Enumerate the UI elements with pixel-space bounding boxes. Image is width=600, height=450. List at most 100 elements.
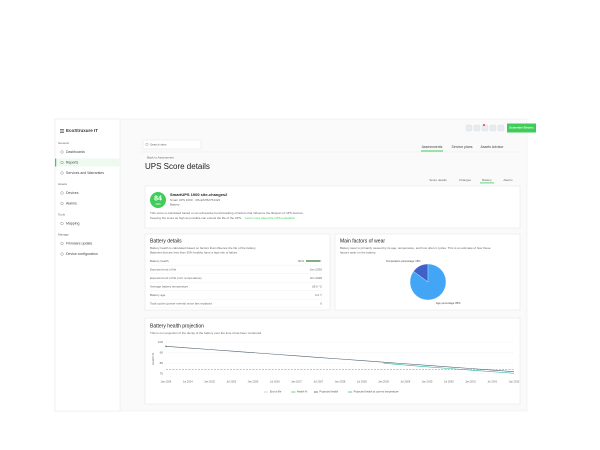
active-bg	[55, 158, 120, 167]
text: Keeping the score as high as possible ca…	[150, 216, 242, 220]
x-tick-label: Jul 2026	[270, 380, 280, 384]
search-placeholder: Search sites	[150, 142, 167, 146]
tab[interactable]: Assessments	[422, 145, 443, 149]
icon[interactable]	[481, 124, 489, 132]
subtab[interactable]: Battery	[482, 178, 492, 182]
card-description: Batteries that are less than 30% healthy…	[150, 250, 238, 254]
x-tick-label: Jan 2029	[378, 380, 389, 384]
section-label: Manage	[58, 232, 69, 236]
nav-icon	[60, 171, 64, 175]
nav-item[interactable]: Mapping	[66, 221, 79, 225]
legend-label[interactable]: End of life	[270, 390, 282, 394]
icon[interactable]	[497, 124, 505, 132]
subtab[interactable]: Alarms	[503, 178, 513, 182]
brand-logo	[507, 123, 536, 133]
score: 84	[154, 195, 162, 202]
nav-item[interactable]: Alarms	[66, 201, 77, 205]
section-label: Tools	[58, 212, 66, 216]
search-icon	[145, 142, 149, 146]
legend-label[interactable]: Health %	[297, 390, 308, 394]
row-value: 90%	[298, 259, 304, 263]
slice-name: Temperature percentage	[386, 259, 415, 263]
row-value: 0.2 Y	[315, 293, 322, 297]
page-title: UPS Score details	[145, 162, 210, 171]
tab[interactable]: Service plans	[451, 145, 472, 149]
back-link[interactable]: Back to Assessment	[147, 155, 174, 159]
search-box[interactable]	[142, 139, 202, 150]
row-value: Jan 2030	[310, 267, 323, 271]
nav-item[interactable]: Firmware update	[66, 241, 92, 245]
sidebar	[54, 118, 121, 412]
subtab[interactable]: Changes	[459, 178, 472, 182]
health-bar	[306, 260, 321, 262]
tab[interactable]: Assets Advisor	[481, 145, 505, 149]
nav-item[interactable]: Reports	[66, 160, 79, 164]
score-card	[144, 185, 521, 229]
device-type: Battery	[170, 202, 180, 206]
slice-value: 85%	[455, 301, 461, 305]
card-description: Battery health is calculated based on fa…	[150, 246, 256, 250]
row-label: Battery age	[150, 293, 166, 297]
row-label: Expected end of life	[150, 267, 177, 271]
row-label: Battery health	[150, 259, 169, 263]
score-max: /100	[155, 202, 161, 206]
card-description: factors wear on the battery.	[340, 250, 376, 254]
card-description: Battery wear is primarily caused by its …	[340, 246, 491, 250]
row-value: 0	[320, 301, 322, 305]
nav-item[interactable]: Device configuration	[66, 252, 98, 256]
y-tick-label: 90	[160, 350, 164, 354]
y-tick-label: 70	[160, 372, 164, 376]
nav-item[interactable]: Dashboards	[66, 150, 85, 154]
pie-label: Temperature percentage15%	[386, 259, 421, 263]
toolbar-icons	[465, 124, 505, 132]
tab-underline	[421, 150, 443, 152]
x-tick-label: Jan 2028	[335, 380, 346, 384]
logo: EcoStruxure IT	[66, 128, 98, 133]
x-tick-label: Jul 2030	[444, 380, 454, 384]
card-title: Main factors of wear	[340, 238, 385, 244]
battery-card	[144, 233, 331, 311]
score-description: This score is calculated based on an exh…	[150, 211, 304, 215]
nav-icon	[60, 191, 64, 195]
row-label: Expected end of life (incl. temperature)	[150, 276, 202, 280]
hamburger[interactable]	[60, 129, 64, 133]
slice-value: 15%	[415, 259, 421, 263]
card-title: Battery health projection	[150, 323, 204, 329]
line-chart: 70 80 90 100 Jan 2024 Jul 2024 Jan 2025 Jul 202…	[158, 340, 520, 394]
projection-card	[144, 317, 521, 405]
icon[interactable]	[465, 124, 473, 132]
active-indicator	[55, 158, 57, 167]
section-label: General	[58, 141, 69, 145]
notification-dot	[483, 124, 485, 126]
pie-label: Age percentage85%	[436, 301, 461, 305]
icon[interactable]	[473, 124, 481, 132]
legend-label[interactable]: Projected health	[319, 390, 338, 394]
x-tick-label: Jan 2027	[291, 380, 302, 384]
y-tick-label: 80	[160, 361, 164, 365]
device-meta: Smart UPS 1000 · 3IS-ES7B2754423	[170, 198, 220, 202]
subtab[interactable]: Score details	[429, 178, 447, 182]
x-tick-label: Jul 2024	[183, 380, 193, 384]
tabs: Assessments Service plans Assets Advisor	[421, 145, 504, 152]
battery-table: Battery health 90% Expected end of life Jan…	[150, 259, 323, 308]
score-description: Keeping the score as high as possible ca…	[150, 216, 295, 220]
legend-label[interactable]: Projected health at current temperature	[354, 390, 400, 394]
y-tick-label: 100	[158, 340, 163, 344]
x-tick-label: Jan 2030	[422, 380, 433, 384]
card-title: Battery details	[150, 238, 182, 244]
nav-icon	[60, 201, 64, 205]
y-axis-label: Health %	[151, 353, 155, 366]
x-tick-label: Jul 2025	[226, 380, 236, 384]
row-value: Oct 2028	[310, 276, 323, 280]
nav-item[interactable]: Devices	[66, 191, 79, 195]
learn-more-link[interactable]: Learn more about the UPS evaluation	[245, 216, 296, 220]
series-line	[383, 362, 515, 374]
pie-chart: Temperature percentage15% Age percentage8…	[386, 259, 461, 305]
row-label: Average battery temperature	[150, 284, 188, 288]
x-tick-label: Jan 2031	[465, 380, 476, 384]
row-value: 28.6 °C	[312, 284, 323, 288]
icon[interactable]	[489, 124, 497, 132]
brand: Schneider Electric	[509, 126, 534, 130]
nav-item[interactable]: Services and Warranties	[66, 171, 104, 175]
x-tick-label: Jul 2028	[357, 380, 367, 384]
